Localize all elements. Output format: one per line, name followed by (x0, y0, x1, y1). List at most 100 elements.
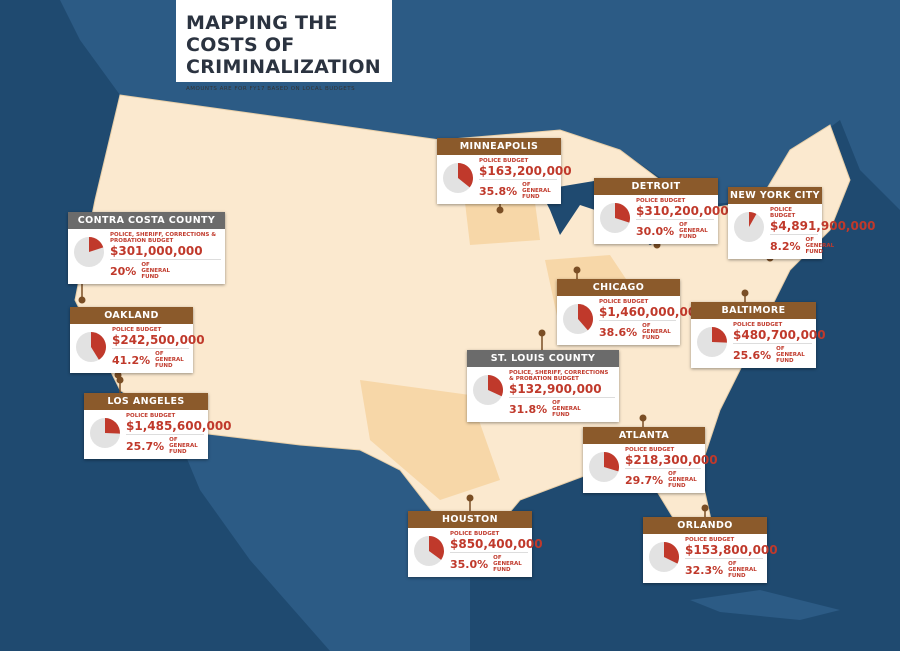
city-card: CONTRA COSTA COUNTY POLICE, SHERIFF, CORR… (68, 212, 225, 284)
share-row: 20% OF GENERAL FUND (110, 259, 221, 280)
budget-label: POLICE, SHERIFF, CORRECTIONS & PROBATION… (509, 370, 609, 382)
fund-note: OF GENERAL FUND (668, 471, 697, 489)
budget-label: POLICE BUDGET (599, 299, 649, 305)
city-card: OAKLAND POLICE BUDGET $242,500,000 41.2% OF … (70, 307, 205, 373)
card-body: POLICE BUDGET $1,485,600,000 25.7% OF GENER… (84, 410, 232, 459)
card-title: CHICAGO (557, 279, 680, 296)
budget-amount: $310,200,000 (636, 204, 729, 218)
budget-label: POLICE BUDGET (733, 322, 783, 328)
card-body: POLICE BUDGET $1,460,000,000 38.6% OF GENER… (557, 296, 705, 345)
card-body: POLICE BUDGET $218,300,000 29.7% OF GENERAL… (583, 444, 718, 493)
fund-note: OF GENERAL FUND (169, 437, 198, 455)
pie-slice (458, 163, 473, 188)
share-row: 30.0% OF GENERAL FUND (636, 219, 714, 240)
budget-amount: $480,700,000 (733, 328, 826, 342)
budget-label: POLICE BUDGET (636, 198, 686, 204)
pin (573, 266, 581, 274)
card-title: BALTIMORE (691, 302, 816, 319)
pie-chart (734, 212, 764, 242)
share-label: 29.7% (625, 473, 664, 487)
card-body: POLICE BUDGET $850,400,000 35.0% OF GENERAL… (408, 528, 543, 577)
card-title: DETROIT (594, 178, 718, 195)
fund-note: OF GENERAL FUND (522, 182, 551, 200)
pie-slice (604, 452, 619, 472)
city-card: ORLANDO POLICE BUDGET $153,800,000 32.3% OF … (643, 517, 778, 583)
fund-note: OF GENERAL FUND (728, 561, 757, 579)
share-label: 35.8% (479, 184, 518, 198)
fund-note: OF GENERAL FUND (141, 262, 170, 280)
share-row: 8.2% OF GENERAL FUND (770, 234, 834, 255)
fund-note: OF GENERAL FUND (552, 400, 581, 418)
card-title: HOUSTON (408, 511, 532, 528)
fund-note: OF GENERAL FUND (155, 351, 184, 369)
share-label: 31.8% (509, 402, 548, 416)
budget-amount: $301,000,000 (110, 244, 203, 258)
share-label: 20% (110, 264, 137, 278)
pie-chart (589, 452, 619, 482)
city-card: BALTIMORE POLICE BUDGET $480,700,000 25.6% O… (691, 302, 826, 368)
pin (701, 504, 709, 512)
card-title: CONTRA COSTA COUNTY (68, 212, 225, 229)
highlight-states (360, 160, 640, 500)
share-row: 35.8% OF GENERAL FUND (479, 179, 557, 200)
city-card: MINNEAPOLIS POLICE BUDGET $163,200,000 35.8… (437, 138, 572, 204)
pie-chart (697, 327, 727, 357)
share-label: 25.6% (733, 348, 772, 362)
pie-slice (488, 375, 503, 397)
pie-slice (749, 212, 757, 227)
budget-label: POLICE BUDGET (770, 207, 796, 219)
pie-chart (563, 304, 593, 334)
share-row: 25.7% OF GENERAL FUND (126, 434, 204, 455)
card-title: LOS ANGELES (84, 393, 208, 410)
budget-amount: $242,500,000 (112, 333, 205, 347)
city-card: NEW YORK CITY POLICE BUDGET$4,891,900,000… (728, 187, 876, 259)
pie-slice (664, 542, 679, 564)
pie-chart (473, 375, 503, 405)
pin (496, 206, 504, 214)
mexico (175, 430, 470, 651)
budget-amount: $850,400,000 (450, 537, 543, 551)
card-title: ORLANDO (643, 517, 767, 534)
card-title: ST. LOUIS COUNTY (467, 350, 619, 367)
pin (741, 289, 749, 297)
city-card: HOUSTON POLICE BUDGET $850,400,000 35.0% OF … (408, 511, 543, 577)
pie-slice (105, 418, 120, 434)
city-card: ST. LOUIS COUNTY POLICE, SHERIFF, CORRECT… (467, 350, 619, 422)
share-label: 38.6% (599, 325, 638, 339)
subtitle: AMOUNTS ARE FOR FY17 BASED ON LOCAL BUDG… (186, 86, 356, 92)
budget-amount: $1,460,000,000 (599, 305, 705, 319)
title-box: MAPPING THE COSTS OF CRIMINALIZATION AMO… (176, 0, 392, 92)
budget-amount: $153,800,000 (685, 543, 778, 557)
pie-chart (90, 418, 120, 448)
budget-amount: $4,891,900,000 (770, 219, 876, 234)
share-row: 25.6% OF GENERAL FUND (733, 343, 812, 364)
pin (639, 414, 647, 422)
share-label: 32.3% (685, 563, 724, 577)
share-row: 31.8% OF GENERAL FUND (509, 397, 615, 418)
pie-chart (649, 542, 679, 572)
budget-label: POLICE BUDGET (685, 537, 735, 543)
budget-label: POLICE BUDGET (450, 531, 500, 537)
pie-chart (600, 203, 630, 233)
pin (466, 494, 474, 502)
pie-slice (578, 304, 593, 331)
share-label: 35.0% (450, 557, 489, 571)
card-title: NEW YORK CITY (728, 187, 822, 204)
city-card: CHICAGO POLICE BUDGET $1,460,000,000 38.6% O… (557, 279, 705, 345)
budget-amount: $132,900,000 (509, 382, 602, 396)
pie-chart (414, 536, 444, 566)
card-body: POLICE BUDGET$4,891,900,000 8.2% OF GENERA… (728, 204, 876, 259)
share-row: 29.7% OF GENERAL FUND (625, 468, 701, 489)
city-card: DETROIT POLICE BUDGET $310,200,000 30.0% OF … (594, 178, 729, 244)
card-title: ATLANTA (583, 427, 705, 444)
budget-amount: $1,485,600,000 (126, 419, 232, 433)
budget-label: POLICE BUDGET (625, 447, 675, 453)
share-label: 25.7% (126, 439, 165, 453)
share-row: 32.3% OF GENERAL FUND (685, 558, 763, 579)
city-card: ATLANTA POLICE BUDGET $218,300,000 29.7% OF … (583, 427, 718, 493)
card-body: POLICE BUDGET $310,200,000 30.0% OF GENERAL… (594, 195, 729, 244)
card-body: POLICE, SHERIFF, CORRECTIONS & PROBATION… (68, 229, 225, 284)
fund-note: OF GENERAL FUND (493, 555, 522, 573)
pie-slice (91, 332, 106, 360)
